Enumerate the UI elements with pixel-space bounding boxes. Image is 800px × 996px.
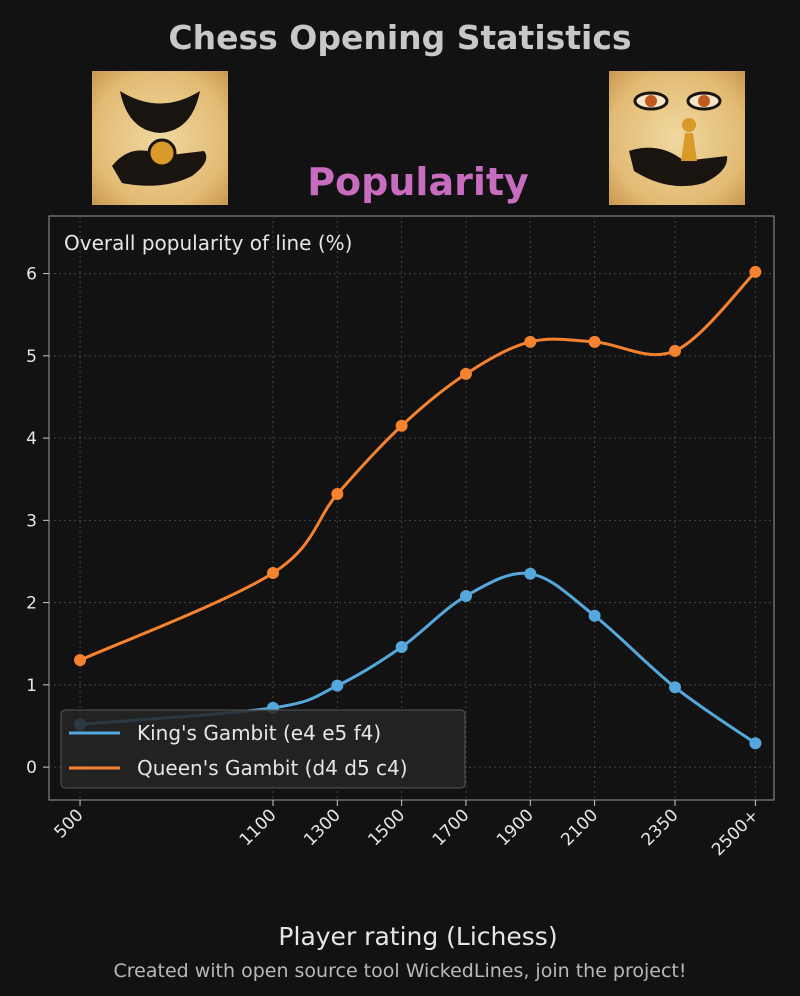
x-tick-label: 1300 xyxy=(300,805,345,850)
y-tick-label: 5 xyxy=(26,347,37,367)
y-tick-label: 1 xyxy=(26,676,37,696)
x-tick-label: 1700 xyxy=(429,805,474,850)
data-point xyxy=(267,566,279,579)
footer-credit: Created with open source tool WickedLine… xyxy=(113,960,687,982)
data-point xyxy=(524,335,537,348)
hand-holding-queen-icon xyxy=(92,71,228,205)
data-point xyxy=(588,335,601,348)
x-tick-label: 2350 xyxy=(638,805,683,850)
x-tick-label: 1900 xyxy=(493,805,538,850)
data-point xyxy=(669,344,681,357)
y-tick-label: 6 xyxy=(26,265,37,285)
data-point xyxy=(331,488,344,501)
data-point xyxy=(749,265,762,278)
data-point xyxy=(588,609,601,622)
chart-subtitle: Popularity xyxy=(307,160,529,204)
y-tick-label: 2 xyxy=(26,594,37,614)
x-tick-label: 2100 xyxy=(557,805,602,850)
data-point xyxy=(395,641,408,654)
x-tick-label: 1100 xyxy=(236,805,281,850)
data-point xyxy=(669,681,681,694)
x-tick-label: 500 xyxy=(50,805,87,842)
page-title: Chess Opening Statistics xyxy=(168,18,632,57)
data-point xyxy=(395,419,408,432)
data-point xyxy=(74,654,87,667)
x-tick-label: 1500 xyxy=(364,805,409,850)
eyes-hand-pawn-icon xyxy=(609,71,745,205)
data-point xyxy=(459,367,472,380)
data-point xyxy=(331,679,344,692)
y-tick-label: 3 xyxy=(26,511,37,531)
data-point xyxy=(749,737,762,750)
legend-label: Queen's Gambit (d4 d5 c4) xyxy=(137,756,408,780)
data-point xyxy=(459,590,472,603)
x-axis-label: Player rating (Lichess) xyxy=(278,922,557,951)
y-tick-label: 4 xyxy=(26,429,37,449)
plot-frame xyxy=(48,215,775,801)
legend-label: King's Gambit (e4 e5 f4) xyxy=(137,721,381,745)
data-point xyxy=(524,567,537,580)
chart-title: Overall popularity of line (%) xyxy=(64,231,352,255)
y-tick-label: 0 xyxy=(26,758,37,778)
legend: King's Gambit (e4 e5 f4) Queen's Gambit (… xyxy=(60,709,466,789)
legend-box xyxy=(60,709,466,789)
x-tick-label: 2500+ xyxy=(708,805,763,860)
